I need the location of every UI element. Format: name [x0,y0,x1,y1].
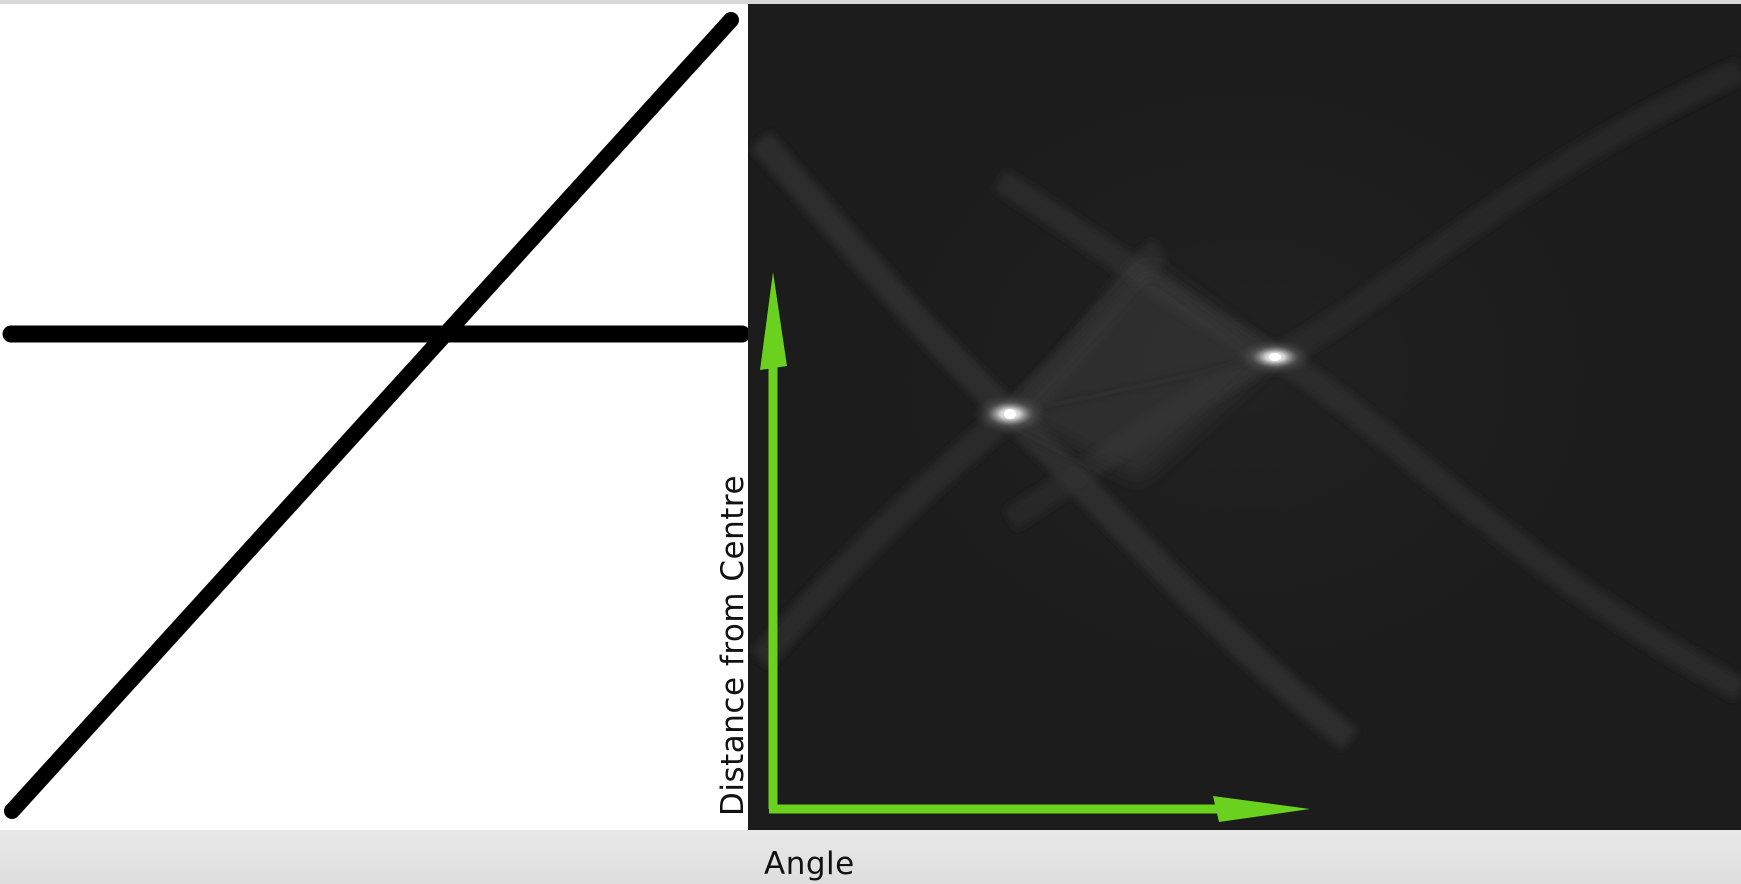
figure-canvas [0,4,1741,830]
x-axis-label: Angle [764,846,855,882]
sinusoid-band-3 [993,169,1741,701]
peak-region-glow [1010,265,1275,480]
accumulator-space-panel [748,4,1741,830]
top-border [0,0,1741,4]
image-space-panel [0,4,751,830]
accumulator-peak-2-core [1269,353,1281,361]
y-axis-label: Distance from Centre [715,474,751,816]
axes [760,272,1310,822]
bottom-band [0,830,1741,884]
x-axis-arrowhead [1213,796,1310,822]
y-axis-arrowhead [760,272,787,370]
diagonal-line [4,12,739,819]
accumulator-shading [748,4,1741,830]
accumulator-peak-1-core [1004,409,1016,419]
